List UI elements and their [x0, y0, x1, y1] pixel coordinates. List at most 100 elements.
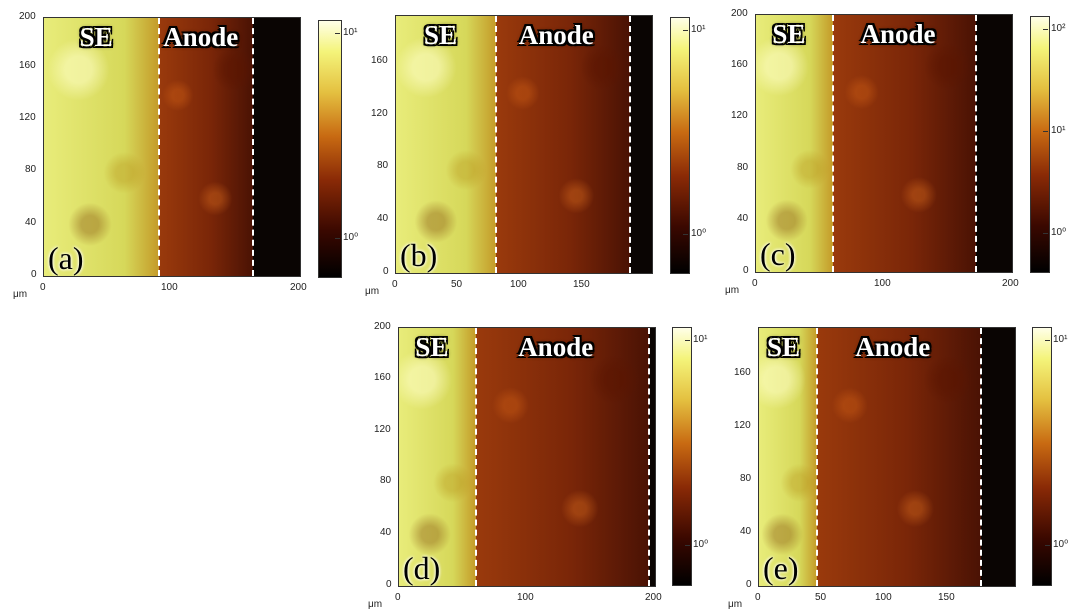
y-tick-label: 80: [377, 160, 389, 171]
mapping-panel-d: SE Anode (d): [398, 327, 656, 587]
y-tick-label: 80: [25, 164, 37, 175]
colorbar-tick: [1045, 339, 1050, 341]
panel-label: (d): [403, 550, 441, 586]
background-region: [629, 16, 652, 273]
background-region: [981, 328, 1015, 586]
y-tick-label: 200: [374, 321, 391, 332]
colorbar-tick-label: 10²: [1051, 22, 1066, 34]
colorbar-tick: [685, 339, 690, 341]
y-tick-label: 120: [734, 420, 751, 431]
se-region: [759, 328, 818, 586]
se-region: [44, 18, 160, 276]
y-tick-label: 80: [737, 162, 749, 173]
x-tick-label: 100: [874, 278, 891, 289]
y-tick-label: 160: [371, 55, 388, 66]
y-tick-label: 40: [25, 217, 37, 228]
se-label: SE: [772, 19, 806, 49]
colorbar-tick-label: 10⁰: [343, 231, 359, 243]
colorbar: [670, 17, 690, 274]
anode-label: Anode: [855, 332, 931, 362]
mapping-panel-c: SE Anode (c): [755, 14, 1013, 273]
x-tick-label: 0: [40, 282, 46, 293]
x-tick-label: 100: [875, 592, 892, 603]
background-region: [648, 328, 655, 586]
y-tick-label: 40: [740, 526, 752, 537]
anode-region: [475, 328, 649, 586]
x-tick-label: 100: [517, 592, 534, 603]
colorbar: [1030, 16, 1050, 273]
interface-dashed-line: [494, 16, 497, 273]
anode-edge-dashed-line: [980, 328, 983, 586]
colorbar-tick: [1043, 130, 1048, 132]
colorbar: [1032, 327, 1052, 586]
y-tick-label: 200: [731, 8, 748, 19]
colorbar-tick-label: 10⁰: [1051, 226, 1067, 238]
interface-dashed-line: [831, 15, 834, 272]
x-unit-label: μm: [365, 286, 380, 297]
y-tick-label: 40: [377, 213, 389, 224]
x-tick-label: 100: [510, 279, 527, 290]
y-tick-label: 160: [374, 372, 391, 383]
se-label: SE: [415, 332, 449, 362]
anode-edge-dashed-line: [647, 328, 650, 586]
colorbar-tick: [1045, 545, 1050, 547]
colorbar-tick-label: 10¹: [691, 23, 706, 35]
colorbar: [672, 327, 692, 586]
y-tick-label: 0: [383, 266, 389, 277]
x-unit-label: μm: [13, 289, 28, 300]
y-tick-label: 0: [31, 269, 37, 280]
panel-label: (e): [763, 550, 799, 586]
panel-label: (c): [760, 236, 796, 272]
anode-region: [159, 18, 253, 276]
anode-label: Anode: [518, 332, 594, 362]
colorbar-tick-label: 10¹: [343, 26, 358, 38]
interface-dashed-line: [158, 18, 161, 276]
x-unit-label: μm: [728, 599, 743, 610]
se-region: [756, 15, 833, 272]
colorbar-tick: [1043, 232, 1048, 234]
y-tick-label: 0: [386, 579, 392, 590]
colorbar-tick: [685, 545, 690, 547]
anode-edge-dashed-line: [251, 18, 254, 276]
anode-region: [495, 16, 630, 273]
y-tick-label: 0: [746, 579, 752, 590]
y-tick-label: 120: [374, 424, 391, 435]
panel-label: (a): [48, 240, 84, 276]
y-tick-label: 40: [380, 527, 392, 538]
colorbar-tick: [335, 32, 340, 34]
mapping-panel-e: SE Anode (e): [758, 327, 1016, 587]
y-tick-label: 40: [737, 213, 749, 224]
y-tick-label: 120: [371, 108, 388, 119]
x-tick-label: 0: [395, 592, 401, 603]
anode-edge-dashed-line: [975, 15, 978, 272]
x-tick-label: 200: [290, 282, 307, 293]
y-tick-label: 160: [731, 59, 748, 70]
x-unit-label: μm: [725, 285, 740, 296]
colorbar-tick-label: 10¹: [1053, 333, 1068, 345]
anode-label: Anode: [518, 20, 594, 50]
anode-edge-dashed-line: [628, 16, 631, 273]
x-tick-label: 0: [392, 279, 398, 290]
background-region: [976, 15, 1012, 272]
se-region: [396, 16, 496, 273]
x-tick-label: 50: [451, 279, 463, 290]
colorbar-tick-label: 10⁰: [691, 227, 707, 239]
x-tick-label: 150: [938, 592, 955, 603]
se-label: SE: [423, 20, 457, 50]
y-tick-label: 80: [380, 475, 392, 486]
y-tick-label: 80: [740, 473, 752, 484]
interface-dashed-line: [474, 328, 477, 586]
y-tick-label: 120: [731, 110, 748, 121]
background-region: [252, 18, 300, 276]
anode-label: Anode: [163, 22, 239, 52]
x-tick-label: 200: [1002, 278, 1019, 289]
x-tick-label: 50: [815, 592, 827, 603]
se-label: SE: [79, 22, 113, 52]
se-region: [399, 328, 476, 586]
y-tick-label: 120: [19, 112, 36, 123]
y-tick-label: 160: [734, 367, 751, 378]
colorbar-tick: [1043, 28, 1048, 30]
colorbar: [318, 20, 342, 278]
y-tick-label: 200: [19, 11, 36, 22]
interface-dashed-line: [816, 328, 819, 586]
